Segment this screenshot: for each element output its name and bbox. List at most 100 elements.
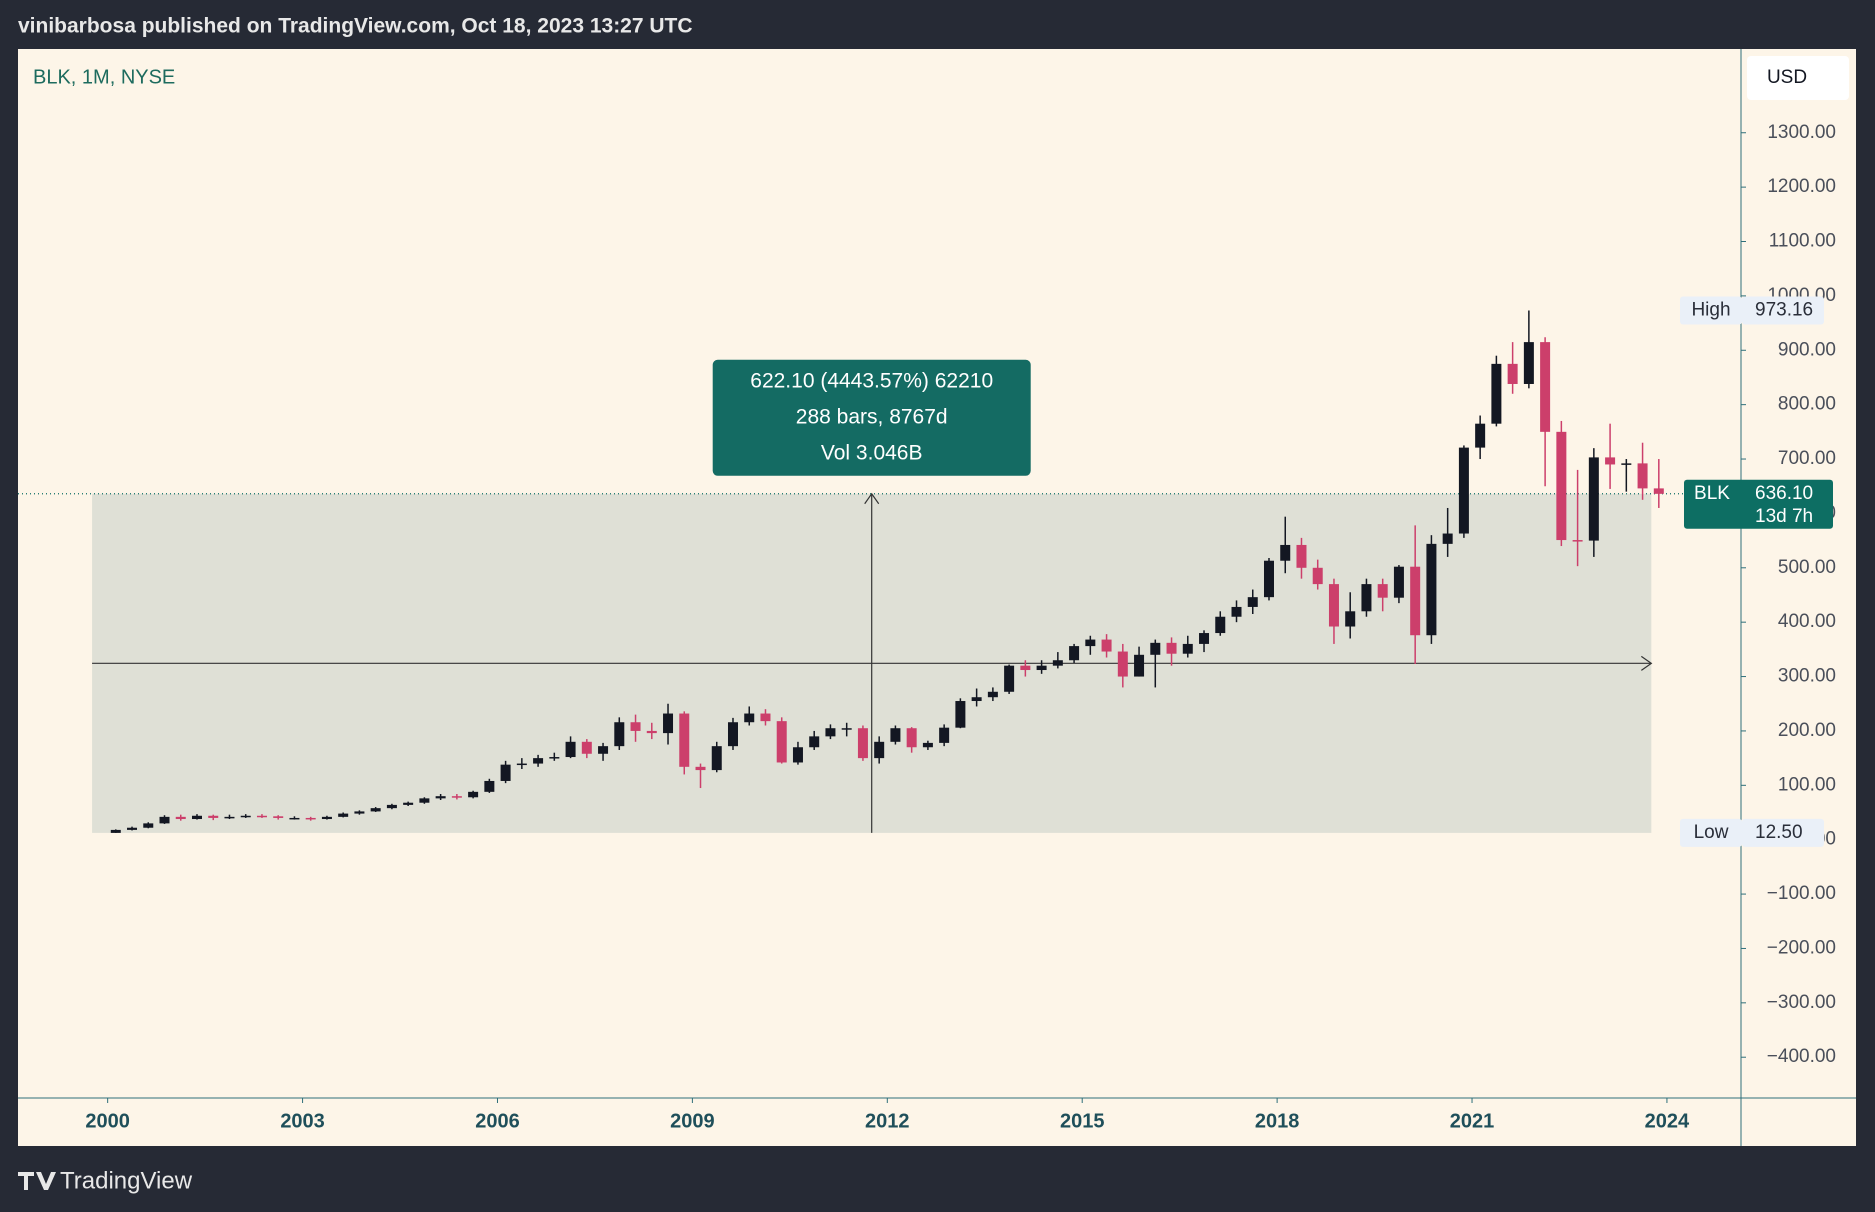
high-tag [1680,296,1742,325]
low-value-box [1742,818,1824,847]
brand: TradingView [60,1167,193,1194]
high-label: High [1691,299,1730,320]
candle-body [1572,540,1583,542]
candle-body [1426,543,1437,636]
measure-text: 288 bars, 8767d [796,405,948,428]
currency-box[interactable] [1747,56,1849,100]
candle-body [955,701,966,728]
candle-body [386,804,397,809]
x-tick-label: 2012 [865,1110,910,1132]
low-tag [1680,818,1742,847]
candle-body [1280,544,1291,561]
arrow-head [1640,655,1653,671]
candle-body [1442,533,1453,544]
candle-body [1312,567,1323,585]
candle-body [581,741,592,754]
candle-body [1117,651,1128,677]
candle-body [1540,342,1551,432]
candle-body [663,713,674,734]
candle-body [159,816,170,824]
candle-body [1296,544,1307,568]
candle-body [240,815,251,818]
y-tick-label: 1100.00 [1769,231,1836,252]
candle-body [1101,639,1112,652]
candle-body [1182,643,1193,654]
candle-body [711,746,722,771]
x-tick-label: 2009 [670,1110,715,1132]
candle-body [1491,363,1502,424]
plot-layer: 1300.001200.001100.001000.00900.00800.00… [18,122,1836,1132]
candle-body [1036,665,1047,671]
candle-body [792,747,803,763]
high-value: 973.16 [1755,299,1813,320]
candle-body [1475,423,1486,448]
low-value: 12.50 [1755,822,1803,843]
candle-body [890,728,901,742]
publish-title: vinibarbosa published on TradingView.com… [18,15,693,38]
candle-body [1361,584,1372,612]
candle-body [1231,606,1242,617]
x-tick-label: 2000 [85,1110,130,1132]
arrow-head [864,492,880,505]
y-tick-label: 300.00 [1778,666,1836,687]
candle-body [695,766,706,771]
candle-body [598,746,609,754]
candle-body [289,817,300,820]
candle-body [354,811,365,814]
footer-logo [18,1172,56,1190]
low-label: Low [1694,822,1729,843]
x-tick-label: 2015 [1060,1110,1105,1132]
candle-body [1328,584,1339,627]
candle-body [516,763,527,766]
y-tick-label: 500.00 [1778,557,1836,578]
y-tick-label: 400.00 [1778,611,1836,632]
time-axis [18,1098,1856,1146]
candle-body [1556,431,1567,541]
candle-body [305,817,316,820]
y-tick-label: 200.00 [1778,720,1836,741]
measure-text: Vol 3.046B [821,441,923,464]
symbol-label: BLK, 1M, NYSE [33,66,175,88]
candle-body [419,798,430,803]
candle-body [110,829,121,833]
candle-body [175,816,186,820]
candle-body [127,827,138,830]
candle-body [760,713,771,722]
y-tick-label: −400.00 [1767,1046,1836,1067]
candle-body [1653,488,1664,494]
y-tick-label: 1300.00 [1767,122,1836,143]
candle-body [435,796,446,799]
candle-body [338,813,349,817]
candle-body [256,815,267,818]
x-tick-label: 2021 [1450,1110,1495,1132]
measure-text: 622.10 (4443.57%) 62210 [750,369,993,392]
y-tick-label: 100.00 [1778,774,1836,795]
price-axis [1741,49,1856,1098]
candle-body [744,713,755,723]
candle-body [630,722,641,731]
candle-body [971,697,982,702]
candle-body [500,764,511,781]
candle-body [679,713,690,767]
candle-body [208,815,219,818]
candle-body [1621,463,1632,465]
candle-body [874,741,885,759]
candle-body [1507,363,1518,384]
candle-body [841,728,852,730]
measure-tooltip [712,359,1031,476]
candle-body [224,816,235,819]
candle-body [273,816,284,818]
candle-body [370,808,381,812]
candle-body [484,780,495,792]
candle-body [939,727,950,743]
x-tick-label: 2006 [475,1110,520,1132]
currency[interactable]: USD [1767,67,1807,88]
candle-body [1263,560,1274,598]
y-tick-label: 800.00 [1778,394,1836,415]
candle-body [403,802,414,805]
countdown: 13d 7h [1755,506,1813,527]
candle-body [191,815,202,820]
candle-body [922,742,933,748]
candle-body [1247,597,1258,607]
y-tick-label: −300.00 [1767,992,1836,1013]
